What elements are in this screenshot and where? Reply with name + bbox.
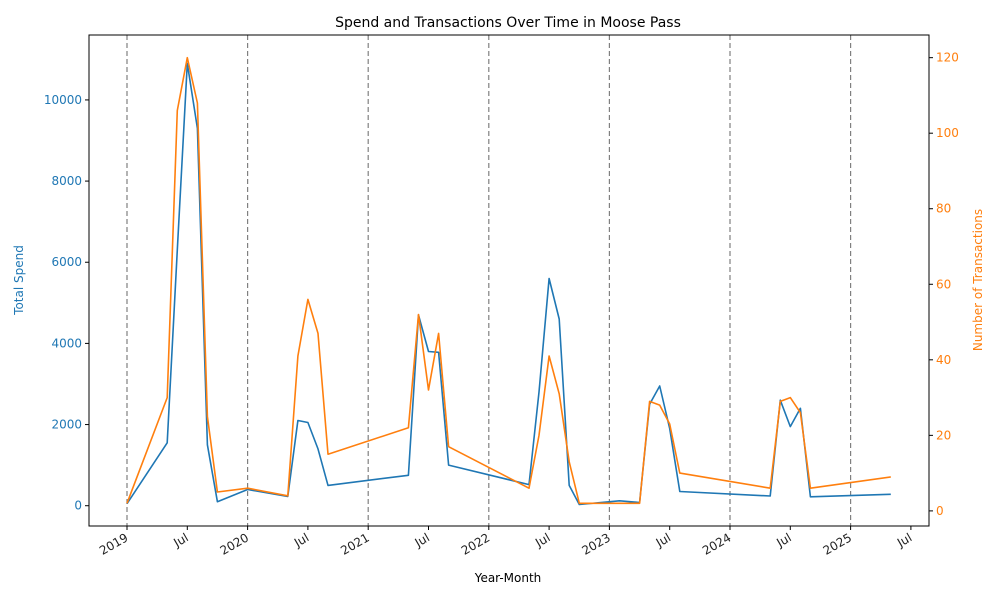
x-tick-label: 2025 [821,530,854,557]
transactions-line [126,56,891,505]
y-right-axis-title: Number of Transactions [971,209,985,351]
y-right-tick-label: 0 [936,504,944,518]
y-right-tick-label: 120 [936,51,959,65]
series-layer [126,56,891,506]
chart-title: Spend and Transactions Over Time in Moos… [335,15,681,31]
x-axis-title: Year-Month [474,571,542,585]
y-left-axis-title: Total Spend [12,245,26,316]
y-left-axis: 0 2000 4000 6000 8000 10000 [44,93,89,513]
x-tick-label: 2022 [459,530,492,557]
y-right-axis: 0 20 40 60 80 100 120 [929,51,959,518]
x-tick-label: Jul [170,530,190,550]
x-tick-label: 2023 [579,530,612,557]
x-tick-label: Jul [894,530,914,550]
y-right-tick-label: 80 [936,202,951,216]
y-right-tick-label: 60 [936,277,951,291]
y-left-tick-label: 2000 [51,418,82,432]
x-tick-label: 2020 [218,530,251,557]
y-right-tick-label: 100 [936,126,959,140]
y-left-tick-label: 8000 [51,174,82,188]
x-tick-label: Jul [291,530,311,550]
year-markers [126,35,852,526]
x-tick-label: 2019 [97,530,130,557]
plot-frame [88,34,930,527]
y-right-tick-label: 20 [936,428,951,442]
x-tick-label: 2024 [700,530,733,557]
y-left-tick-label: 10000 [44,93,82,107]
y-left-tick-label: 4000 [51,336,82,350]
y-left-tick-label: 0 [74,499,82,513]
total-spend-line [126,62,891,506]
x-tick-label: Jul [412,530,432,550]
y-right-tick-label: 40 [936,353,951,367]
x-tick-label: Jul [532,530,552,550]
x-axis: 2019 Jul 2020 Jul 2021 Jul 2022 Jul 2023 Jul 2024 J… [97,526,914,558]
x-tick-label: Jul [773,530,793,550]
y-left-tick-label: 6000 [51,255,82,269]
x-tick-label: 2021 [338,530,371,557]
x-tick-label: Jul [653,530,673,550]
